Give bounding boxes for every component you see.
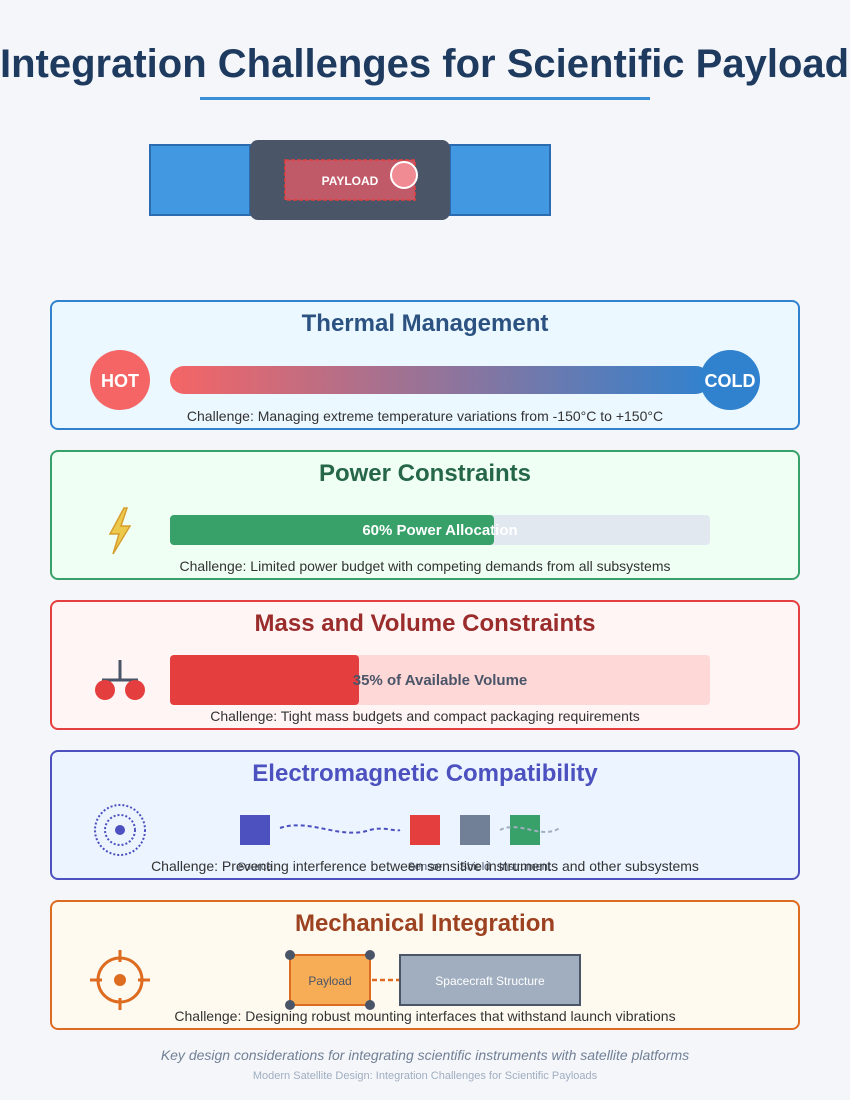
power-bar-label: 60% Power Allocation	[362, 522, 517, 539]
interference-wave	[279, 824, 401, 834]
mass-graphic: 35% of Available Volume	[95, 655, 710, 705]
title-area: Integration Challenges for Scientific Pa…	[0, 0, 850, 110]
emc-heading: Electromagnetic Compatibility	[252, 760, 598, 787]
mechanical-challenge: Challenge: Designing robust mounting int…	[174, 1008, 676, 1024]
lightning-icon	[108, 507, 132, 555]
attenuated-wave	[499, 826, 561, 833]
shield-label: Shield	[460, 861, 491, 873]
mass-card: Mass and Volume Constraints 35% of Avail…	[50, 600, 800, 730]
shield-block	[460, 815, 490, 845]
power-card: Power Constraints 60% Power Allocation C…	[50, 450, 800, 580]
mounting-bolt-icons	[285, 950, 375, 1010]
structure-block-label: Spacecraft Structure	[435, 974, 545, 988]
payload-block	[289, 954, 371, 1006]
mechanical-graphic: Payload Spacecraft Structure	[90, 950, 581, 1010]
source-block	[240, 815, 270, 845]
cold-indicator	[700, 350, 760, 410]
source-label: Source	[238, 861, 273, 873]
crosshair-icon	[90, 950, 150, 1010]
volume-bar-fill	[170, 655, 359, 705]
signal-waves-icon	[94, 804, 146, 856]
thermal-card: Thermal Management HOT COLD Challenge: M…	[50, 300, 800, 430]
sensor-block	[410, 815, 440, 845]
hot-indicator	[90, 350, 150, 410]
spacecraft-structure-block	[399, 954, 581, 1006]
title-underline	[200, 97, 650, 100]
mass-heading: Mass and Volume Constraints	[254, 610, 596, 637]
balance-scale-icon	[95, 660, 145, 700]
thermal-heading: Thermal Management	[301, 310, 549, 337]
solar-panel-right	[449, 144, 551, 216]
footer-caption: Key design considerations for integratin…	[160, 1047, 690, 1063]
hot-label: HOT	[101, 371, 139, 391]
power-challenge: Challenge: Limited power budget with com…	[179, 558, 671, 574]
sensor-label: Sensor	[408, 861, 443, 873]
payload-block-label: Payload	[308, 974, 351, 988]
power-heading: Power Constraints	[318, 460, 532, 487]
footer-credit: Modern Satellite Design: Integration Cha…	[252, 1070, 598, 1082]
emc-graphic: Source Sensor Shield Instrument	[94, 804, 561, 873]
page-title: Integration Challenges for Scientific Pa…	[0, 42, 850, 86]
emc-challenge: Challenge: Preventing interference betwe…	[151, 858, 699, 874]
payload-label: PAYLOAD	[322, 174, 379, 188]
power-graphic: 60% Power Allocation	[108, 507, 710, 555]
cold-label: COLD	[705, 371, 756, 391]
thermal-challenge: Challenge: Managing extreme temperature …	[186, 408, 664, 424]
volume-bar-label: 35% of Available Volume	[353, 672, 528, 689]
solar-panel-left	[149, 144, 251, 216]
emc-card: Electromagnetic Compatibility Source Sen…	[50, 750, 800, 880]
instrument-label: Instrument	[499, 861, 551, 873]
mass-challenge: Challenge: Tight mass budgets and compac…	[210, 708, 640, 724]
power-bar-fill	[170, 515, 494, 545]
satellite-illustration: PAYLOAD	[149, 140, 551, 220]
sensor-icon	[390, 161, 418, 189]
thermal-graphic: HOT COLD	[90, 350, 760, 410]
mechanical-heading: Mechanical Integration	[294, 910, 556, 937]
temperature-gradient-bar	[170, 366, 710, 394]
mechanical-card: Mechanical Integration Payload Spacecraf…	[50, 900, 800, 1030]
